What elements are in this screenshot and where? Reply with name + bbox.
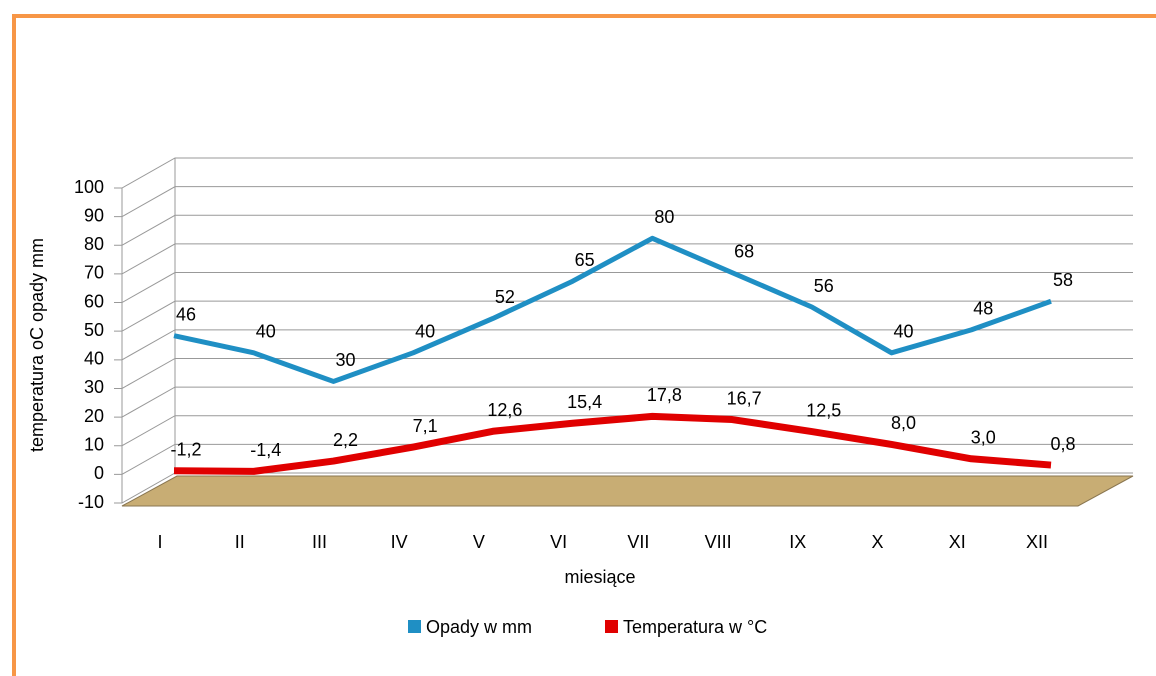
data-label: 0,8 bbox=[1050, 434, 1075, 454]
grid-line bbox=[114, 300, 1133, 332]
y-tick-label: 90 bbox=[84, 205, 104, 225]
y-tick-label: 40 bbox=[84, 349, 104, 369]
grid-line bbox=[114, 357, 1133, 389]
x-tick-label: VI bbox=[550, 532, 567, 552]
y-axis-title: temperatura oC opady mm bbox=[27, 238, 47, 452]
y-tick-label: 20 bbox=[84, 406, 104, 426]
data-label: 56 bbox=[814, 276, 834, 296]
data-label: 40 bbox=[415, 322, 435, 342]
x-tick-label: I bbox=[157, 532, 162, 552]
data-label: 7,1 bbox=[413, 416, 438, 436]
data-label: -1,4 bbox=[250, 440, 281, 460]
data-label: 68 bbox=[734, 241, 754, 261]
x-tick-label: VIII bbox=[705, 532, 732, 552]
data-label: 12,5 bbox=[806, 400, 841, 420]
data-label: 16,7 bbox=[727, 388, 762, 408]
grid-line bbox=[114, 157, 1133, 189]
data-label: 3,0 bbox=[971, 428, 996, 448]
y-tick-label: -10 bbox=[78, 492, 104, 512]
data-label: 58 bbox=[1053, 270, 1073, 290]
x-tick-label: V bbox=[473, 532, 485, 552]
data-label: 2,2 bbox=[333, 430, 358, 450]
legend-swatch bbox=[605, 620, 618, 633]
x-tick-label: II bbox=[235, 532, 245, 552]
data-label: 12,6 bbox=[487, 400, 522, 420]
x-tick-label: IX bbox=[789, 532, 806, 552]
data-label: 46 bbox=[176, 304, 196, 324]
data-label: 17,8 bbox=[647, 385, 682, 405]
legend-swatch bbox=[408, 620, 421, 633]
grid-line bbox=[114, 243, 1133, 275]
x-tick-label: X bbox=[872, 532, 884, 552]
grid-line bbox=[114, 214, 1133, 246]
data-label: 8,0 bbox=[891, 413, 916, 433]
grid-line bbox=[114, 443, 1133, 475]
y-tick-label: 30 bbox=[84, 377, 104, 397]
series-line bbox=[173, 412, 1052, 475]
y-tick-label: 80 bbox=[84, 234, 104, 254]
series-line bbox=[173, 235, 1052, 384]
data-label: 48 bbox=[973, 299, 993, 319]
grid-line bbox=[114, 386, 1133, 418]
floor bbox=[121, 475, 1134, 507]
data-label: 15,4 bbox=[567, 392, 602, 412]
x-tick-label: XII bbox=[1026, 532, 1048, 552]
y-tick-label: 60 bbox=[84, 291, 104, 311]
data-label: 40 bbox=[894, 322, 914, 342]
y-tick-label: 50 bbox=[84, 320, 104, 340]
y-tick-label: 10 bbox=[84, 434, 104, 454]
data-label: 40 bbox=[256, 322, 276, 342]
grid-line bbox=[114, 329, 1133, 361]
data-label: 52 bbox=[495, 287, 515, 307]
legend-label: Opady w mm bbox=[426, 617, 532, 637]
grid-line bbox=[114, 472, 1133, 504]
x-tick-label: VII bbox=[627, 532, 649, 552]
x-tick-label: IV bbox=[391, 532, 408, 552]
y-tick-label: 0 bbox=[94, 463, 104, 483]
data-label: 80 bbox=[654, 207, 674, 227]
x-tick-label: XI bbox=[949, 532, 966, 552]
grid-line bbox=[114, 186, 1133, 218]
grid-line bbox=[114, 272, 1133, 304]
data-label: 65 bbox=[575, 250, 595, 270]
y-tick-label: 70 bbox=[84, 263, 104, 283]
data-label: -1,2 bbox=[170, 440, 201, 460]
legend-label: Temperatura w °C bbox=[623, 617, 767, 637]
y-tick-label: 100 bbox=[74, 177, 104, 197]
x-tick-label: III bbox=[312, 532, 327, 552]
x-axis-title: miesiące bbox=[564, 567, 635, 587]
data-label: 30 bbox=[335, 350, 355, 370]
